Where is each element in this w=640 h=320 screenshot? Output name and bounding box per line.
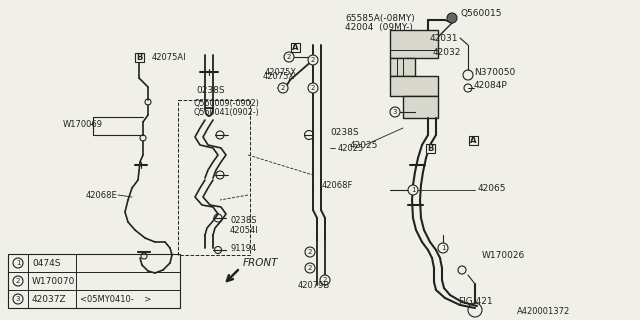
Circle shape (13, 276, 23, 286)
Text: Q560015: Q560015 (460, 9, 502, 18)
Circle shape (438, 243, 448, 253)
Text: W170069: W170069 (63, 119, 103, 129)
Bar (178, 100, 250, 255)
Text: 2: 2 (308, 249, 312, 255)
Text: <05MY0410-    >: <05MY0410- > (80, 294, 151, 303)
Text: 42075AI: 42075AI (152, 52, 187, 61)
Circle shape (320, 275, 330, 285)
Bar (390, 76, 438, 96)
Text: 42025: 42025 (350, 140, 378, 149)
Circle shape (390, 107, 400, 117)
Text: 65585A(-08MY): 65585A(-08MY) (345, 13, 415, 22)
Bar (8, 254, 180, 308)
Text: 42031: 42031 (430, 34, 458, 43)
Text: A: A (470, 135, 476, 145)
Text: W170070: W170070 (32, 276, 76, 285)
Circle shape (305, 263, 315, 273)
Text: 1: 1 (441, 245, 445, 251)
Text: 2: 2 (311, 85, 315, 91)
Text: 3: 3 (16, 296, 20, 302)
Text: 2: 2 (323, 277, 327, 283)
Circle shape (284, 52, 294, 62)
Text: N370050: N370050 (474, 68, 515, 76)
Text: 42068F: 42068F (322, 180, 353, 189)
Text: 42065: 42065 (478, 183, 506, 193)
Text: 42004  (09MY-): 42004 (09MY-) (345, 22, 413, 31)
Circle shape (308, 55, 318, 65)
Text: 1: 1 (411, 187, 415, 193)
Text: 42037Z: 42037Z (32, 294, 67, 303)
Circle shape (447, 13, 457, 23)
Circle shape (278, 83, 288, 93)
Text: 2: 2 (308, 265, 312, 271)
Text: 1: 1 (16, 260, 20, 266)
Circle shape (408, 185, 418, 195)
Text: 91194: 91194 (230, 244, 256, 252)
Text: 42075X: 42075X (263, 71, 295, 81)
FancyBboxPatch shape (426, 143, 435, 153)
Text: A420001372: A420001372 (516, 308, 570, 316)
Text: 2: 2 (287, 54, 291, 60)
Circle shape (305, 247, 315, 257)
Text: 0238S: 0238S (196, 85, 225, 94)
Bar (390, 30, 438, 58)
Text: 42075X: 42075X (265, 68, 297, 76)
Text: 2: 2 (16, 278, 20, 284)
Text: FRONT: FRONT (243, 258, 278, 268)
Bar (403, 96, 438, 118)
Text: 2: 2 (311, 57, 315, 63)
FancyBboxPatch shape (291, 43, 300, 52)
Text: 42068E: 42068E (86, 190, 118, 199)
Text: 42084P: 42084P (474, 81, 508, 90)
Text: B: B (427, 143, 433, 153)
Text: 0238S: 0238S (330, 127, 358, 137)
Text: 3: 3 (393, 109, 397, 115)
Text: 0238S: 0238S (230, 215, 257, 225)
Text: 42032: 42032 (433, 47, 461, 57)
Text: 42025: 42025 (338, 143, 364, 153)
Text: A: A (292, 43, 298, 52)
Text: 42054I: 42054I (230, 226, 259, 235)
Text: 0474S: 0474S (32, 259, 61, 268)
Text: 42079B: 42079B (298, 281, 330, 290)
Circle shape (13, 258, 23, 268)
Bar (390, 58, 415, 76)
Text: Q560041(0902-): Q560041(0902-) (193, 108, 259, 116)
Circle shape (308, 83, 318, 93)
Text: Q560009(-0902): Q560009(-0902) (193, 99, 259, 108)
Text: B: B (136, 52, 142, 61)
FancyBboxPatch shape (134, 52, 143, 61)
Text: FIG.421: FIG.421 (458, 298, 492, 307)
Text: W170026: W170026 (482, 251, 525, 260)
Circle shape (13, 294, 23, 304)
FancyBboxPatch shape (468, 135, 477, 145)
Text: 2: 2 (281, 85, 285, 91)
